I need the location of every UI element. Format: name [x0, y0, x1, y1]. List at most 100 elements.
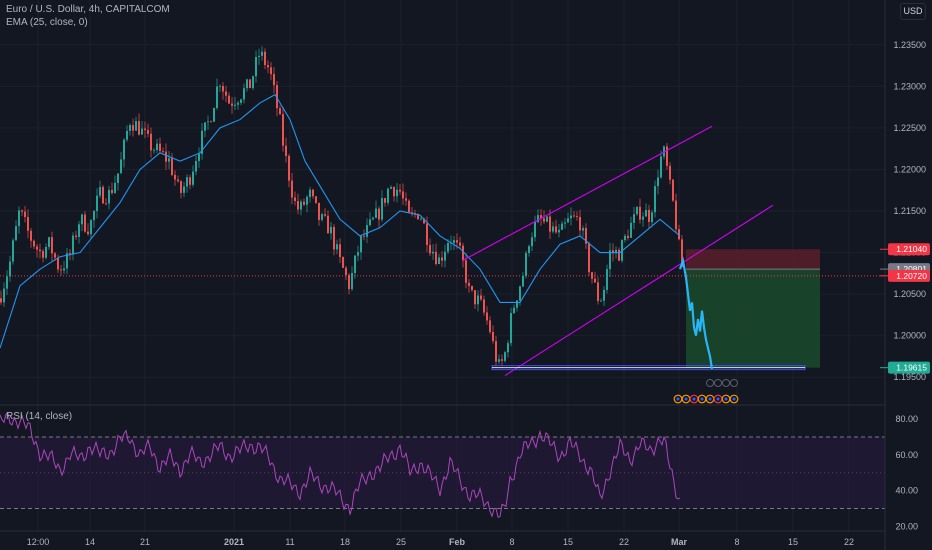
event-marker-dot [692, 397, 696, 401]
price-badge-label: 1.19615 [896, 363, 927, 373]
candle-body [132, 125, 134, 131]
candle-body [483, 299, 485, 313]
candle-body [117, 173, 119, 183]
candle-body [300, 201, 302, 210]
rsi-tick-label: 80.00 [895, 414, 918, 424]
projection-path [678, 256, 714, 370]
candle-body [135, 121, 137, 131]
candle-body [243, 88, 245, 100]
price-axis[interactable]: 1.23500 1.23000 1.22500 1.22000 1.21500 1.210… [893, 40, 926, 382]
candle-body [633, 214, 635, 223]
candle-body [462, 245, 464, 261]
candle-body [654, 186, 656, 213]
candle-body [159, 143, 161, 152]
candle-body [609, 250, 611, 270]
candle-body [642, 216, 644, 220]
candle-body [0, 298, 2, 303]
candle-body [309, 189, 311, 197]
candle-body [588, 243, 590, 273]
candle-body [219, 85, 221, 87]
candle-body [438, 257, 440, 264]
candle-body [558, 229, 560, 233]
candle-body [435, 251, 437, 264]
candle-body [504, 352, 506, 361]
ema-legend[interactable]: EMA (25, close, 0) [6, 17, 88, 28]
candle-body [567, 218, 569, 223]
candle-body [585, 228, 587, 244]
candle-body [99, 186, 101, 196]
price-tick-label: 1.22000 [893, 164, 926, 174]
candle-body [681, 239, 683, 267]
candle-body [270, 67, 272, 75]
candle-body [180, 181, 182, 193]
candle-body [204, 122, 206, 131]
candle-body [468, 282, 470, 286]
candle-body [273, 74, 275, 86]
time-tick-label: 15 [788, 537, 798, 547]
price-tick-label: 1.21500 [893, 206, 926, 216]
candle-body [672, 179, 674, 201]
price-badge [888, 361, 930, 374]
rsi-band-fill [0, 437, 885, 509]
candle-body [582, 228, 584, 231]
time-axis[interactable]: 12:00 14 21 2021 11 18 25 Feb 8 15 22 Mar 8 15 22 [27, 537, 854, 547]
candle-body [213, 108, 215, 122]
candle-body [537, 215, 539, 223]
candle-body [363, 236, 365, 237]
candle-body [657, 177, 659, 187]
event-marker [722, 379, 730, 387]
candle-body [75, 235, 77, 237]
currency-button[interactable]: USD [900, 3, 926, 20]
candle-body [516, 300, 518, 308]
candle-body [675, 200, 677, 230]
candle-body [18, 210, 20, 227]
rsi-line [0, 412, 681, 518]
candle-body [240, 99, 242, 103]
candle-body [102, 186, 104, 204]
candle-body [33, 240, 35, 247]
candle-body [366, 225, 368, 237]
rsi-axis[interactable]: 80.00 60.00 40.00 20.00 [895, 414, 918, 531]
event-marker-dot [684, 397, 688, 401]
candle-body [96, 195, 98, 211]
candle-body [207, 121, 209, 123]
candle-body [387, 188, 389, 203]
time-tick-label: Mar [671, 537, 688, 547]
candle-body [261, 51, 263, 56]
symbol-title[interactable]: Euro / U.S. Dollar, 4h, CAPITALCOM [6, 4, 170, 15]
candle-body [60, 269, 62, 271]
candle-body [474, 290, 476, 305]
candle-body [459, 242, 461, 246]
candle-body [561, 223, 563, 230]
candle-body [93, 210, 95, 221]
candle-body [636, 206, 638, 215]
event-marker-dot [732, 397, 736, 401]
time-tick-label: 15 [563, 537, 573, 547]
candle-body [666, 146, 668, 166]
candle-body [225, 91, 227, 96]
drawings [461, 125, 806, 377]
candle-body [471, 285, 473, 291]
candle-body [84, 214, 86, 232]
candle-body [234, 104, 236, 106]
channel-line [504, 204, 774, 377]
candle-body [303, 201, 305, 205]
candle-body [528, 246, 530, 253]
candle-body [69, 253, 71, 255]
candle-body [258, 55, 260, 57]
candle-body [342, 257, 344, 268]
candle-body [525, 252, 527, 276]
candle-body [408, 200, 410, 213]
candle-body [369, 219, 371, 226]
candle-body [423, 218, 425, 224]
candle-body [420, 218, 422, 220]
rsi-legend[interactable]: RSI (14, close) [6, 411, 73, 422]
candle-body [9, 261, 11, 277]
event-markers[interactable] [673, 379, 739, 404]
event-marker-dot [700, 397, 704, 401]
candle-body [555, 226, 557, 233]
candle-body [333, 226, 335, 250]
candle-body [615, 249, 617, 254]
